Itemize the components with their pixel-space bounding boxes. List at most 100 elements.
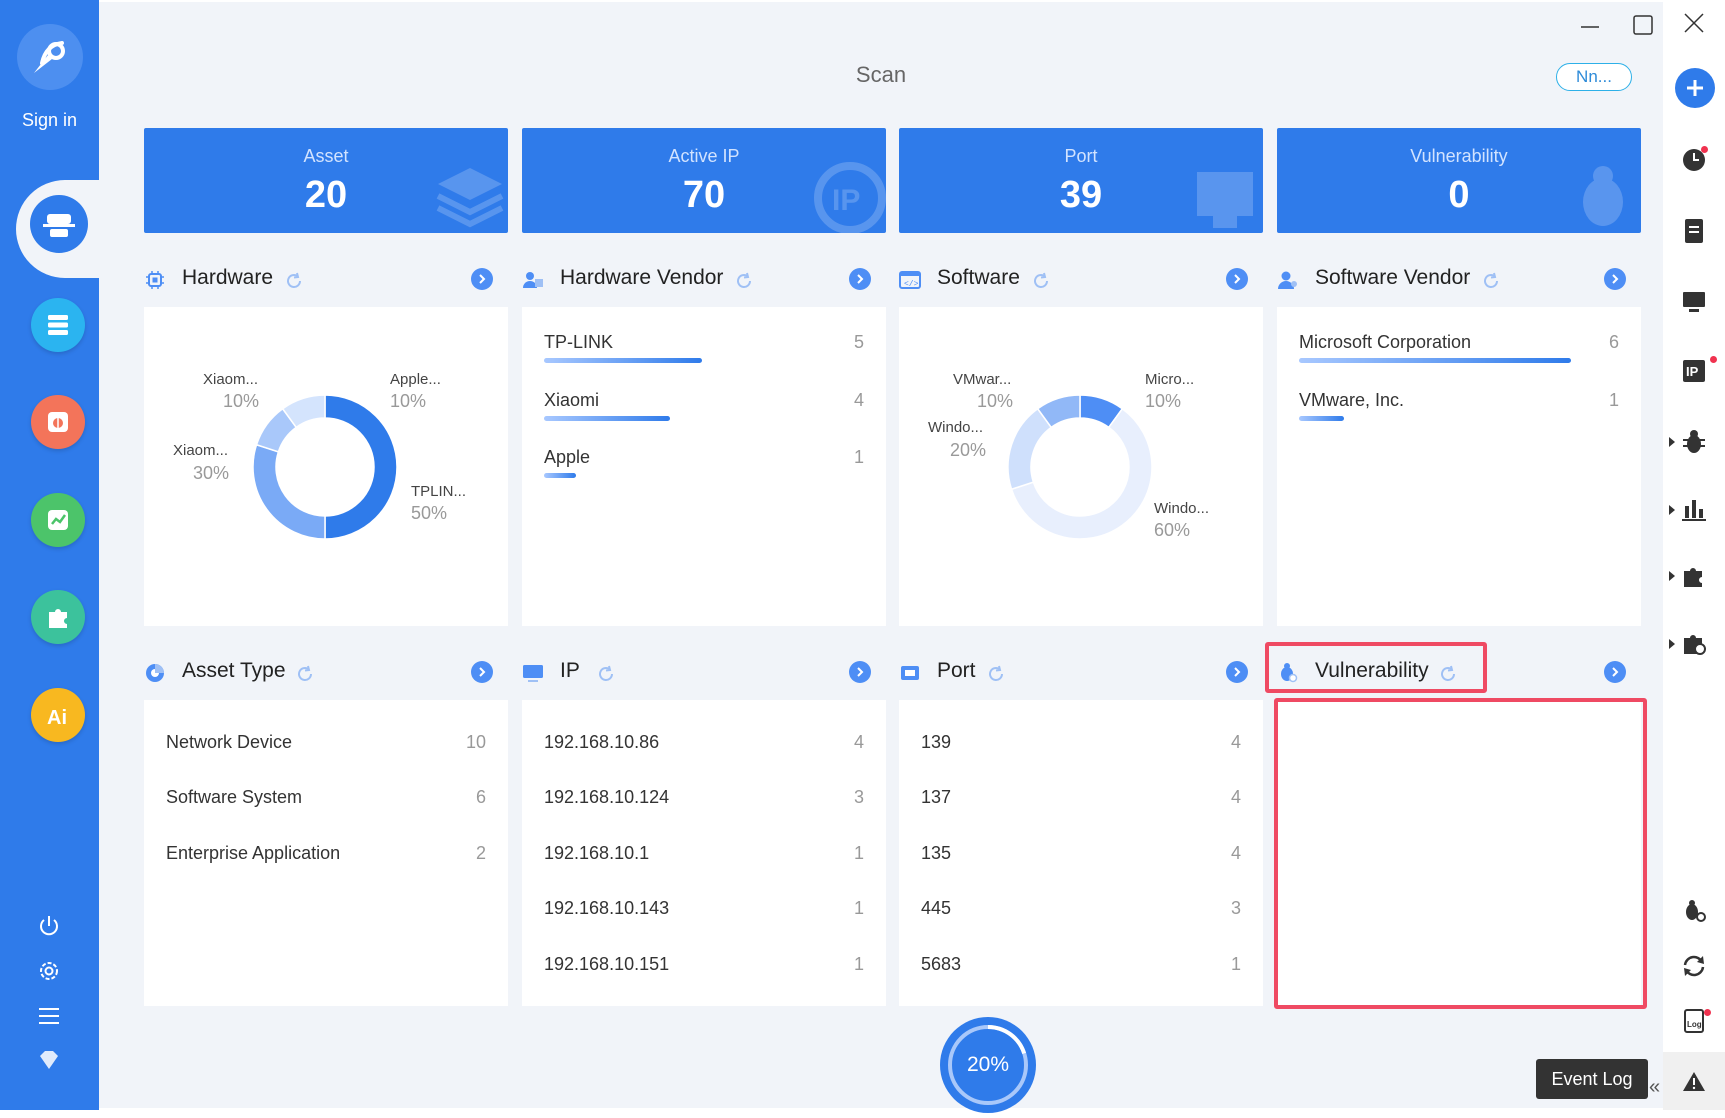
stat-card-vulnerability[interactable]: Vulnerability 0 (1277, 128, 1641, 233)
item-name: Network Device (166, 732, 293, 752)
panel-open-button[interactable] (1226, 268, 1248, 290)
item-name: Microsoft Corporation (1299, 332, 1472, 352)
device-monitor-icon[interactable] (1679, 287, 1709, 317)
scan-progress-button[interactable]: 20% (940, 1017, 1036, 1113)
nav-vulnerability-button[interactable] (31, 395, 85, 449)
ip-tool-icon[interactable]: IP (1679, 356, 1709, 386)
bar-chart-icon[interactable] (1679, 494, 1709, 524)
highlight-vulnerability-card (1274, 698, 1647, 1009)
panel-open-button[interactable] (1226, 661, 1248, 683)
minimize-button[interactable] (1570, 10, 1610, 40)
item-name: 192.168.10.124 (544, 787, 670, 807)
donut-slice-1[interactable] (252, 443, 326, 540)
list-item[interactable]: Xiaomi 4 (544, 390, 864, 421)
stat-card-asset[interactable]: Asset 20 (144, 128, 508, 233)
slice-percent: 20% (950, 440, 987, 460)
list-item[interactable]: 192.168.10.1 1 (544, 843, 864, 873)
refresh-icon[interactable] (987, 665, 1005, 683)
menu-icon[interactable] (34, 1001, 64, 1031)
license-diamond-icon[interactable] (34, 1045, 64, 1075)
bug-tool-icon[interactable] (1679, 427, 1709, 457)
warning-button[interactable] (1663, 1052, 1725, 1110)
log-file-icon[interactable]: Log (1679, 1006, 1709, 1036)
item-bar (1299, 416, 1344, 421)
chevron-right-icon (1612, 667, 1619, 677)
nav-asset-list-button[interactable] (31, 298, 85, 352)
list-item[interactable]: Enterprise Application 2 (166, 843, 486, 873)
power-icon[interactable] (34, 911, 64, 941)
list-item[interactable]: 192.168.10.124 3 (544, 787, 864, 817)
add-scan-button[interactable] (1675, 68, 1715, 108)
donut-slice-1[interactable] (1010, 407, 1153, 540)
refresh-icon[interactable] (735, 272, 753, 290)
close-button[interactable] (1674, 8, 1714, 38)
refresh-icon[interactable] (1032, 272, 1050, 290)
panel-open-button[interactable] (471, 661, 493, 683)
nav-scan-button[interactable] (30, 195, 88, 253)
list-item[interactable]: 139 4 (921, 732, 1241, 762)
donut-slice-3[interactable] (281, 394, 326, 429)
list-item[interactable]: 192.168.10.86 4 (544, 732, 864, 762)
maximize-button[interactable] (1623, 10, 1663, 40)
list-item[interactable]: 5683 1 (921, 954, 1241, 984)
sign-in-link[interactable]: Sign in (21, 110, 78, 130)
list-item[interactable]: Network Device 10 (166, 732, 486, 762)
settings-gear-icon[interactable] (34, 956, 64, 986)
list-item[interactable]: 192.168.10.151 1 (544, 954, 864, 984)
stat-value: 70 (682, 174, 726, 216)
refresh-icon[interactable] (597, 665, 615, 683)
stat-card-active-ip[interactable]: Active IP 70 IP (522, 128, 886, 233)
panel-header-hardware-vendor: Hardware Vendor (522, 263, 886, 293)
collapse-double-chevron-icon[interactable]: « (1649, 1076, 1661, 1098)
plugin-puzzle-icon[interactable] (1679, 561, 1709, 591)
list-item[interactable]: 137 4 (921, 787, 1241, 817)
ip-card: 192.168.10.86 4 192.168.10.124 3 192.168.1… (522, 700, 886, 1006)
nav-ai-button[interactable]: Ai (31, 688, 85, 742)
plugin-settings-icon[interactable] (1679, 628, 1709, 658)
list-item[interactable]: VMware, Inc. 1 (1299, 390, 1619, 421)
panel-open-button[interactable] (849, 661, 871, 683)
list-item[interactable]: 135 4 (921, 843, 1241, 873)
list-item[interactable]: Microsoft Corporation 6 (1299, 332, 1619, 363)
nav-plugin-button[interactable] (31, 590, 85, 644)
list-item[interactable]: Apple 1 (544, 447, 864, 478)
list-item[interactable]: 445 3 (921, 898, 1241, 928)
panel-header-port: Port (899, 656, 1263, 686)
expand-arrow-icon[interactable] (1669, 437, 1675, 447)
sync-icon[interactable] (1679, 951, 1709, 981)
vendor-user-icon (523, 272, 543, 288)
chevron-right-icon (1234, 667, 1241, 677)
panel-open-button[interactable] (1604, 661, 1626, 683)
refresh-icon[interactable] (1482, 272, 1500, 290)
nav-monitor-button[interactable] (31, 493, 85, 547)
panel-open-button[interactable] (849, 268, 871, 290)
refresh-icon[interactable] (296, 665, 314, 683)
history-clock-icon[interactable] (1679, 145, 1709, 175)
slice-label: Apple... (390, 371, 441, 388)
panel-open-button[interactable] (471, 268, 493, 290)
list-item[interactable]: TP-LINK 5 (544, 332, 864, 363)
refresh-icon[interactable] (1439, 665, 1457, 683)
panel-open-button[interactable] (1604, 268, 1626, 290)
app-logo-icon[interactable] (17, 24, 83, 90)
svg-text:Log: Log (1687, 1020, 1702, 1029)
list-item[interactable]: Software System 6 (166, 787, 486, 817)
refresh-icon[interactable] (285, 272, 303, 290)
donut-slice-0[interactable] (324, 394, 398, 540)
expand-arrow-icon[interactable] (1669, 571, 1675, 581)
list-item[interactable]: 192.168.10.143 1 (544, 898, 864, 928)
expand-arrow-icon[interactable] (1669, 505, 1675, 515)
donut-slice-2[interactable] (1007, 407, 1053, 491)
report-document-icon[interactable] (1679, 216, 1709, 246)
panel-header-vulnerability: Vulnerability (1277, 656, 1641, 686)
item-count: 5 (853, 332, 864, 352)
bug-settings-icon[interactable] (1679, 896, 1709, 926)
expand-arrow-icon[interactable] (1669, 639, 1675, 649)
donut-slice-3[interactable] (1036, 394, 1081, 429)
user-account-pill[interactable]: Nn... (1556, 63, 1632, 91)
hardware-donut-chart (252, 394, 398, 540)
layers-icon (436, 168, 504, 228)
stat-card-port[interactable]: Port 39 (899, 128, 1263, 233)
event-log-button[interactable]: Event Log (1536, 1059, 1648, 1099)
port-card: 139 4 137 4 135 4 445 3 5683 1 (899, 700, 1263, 1006)
